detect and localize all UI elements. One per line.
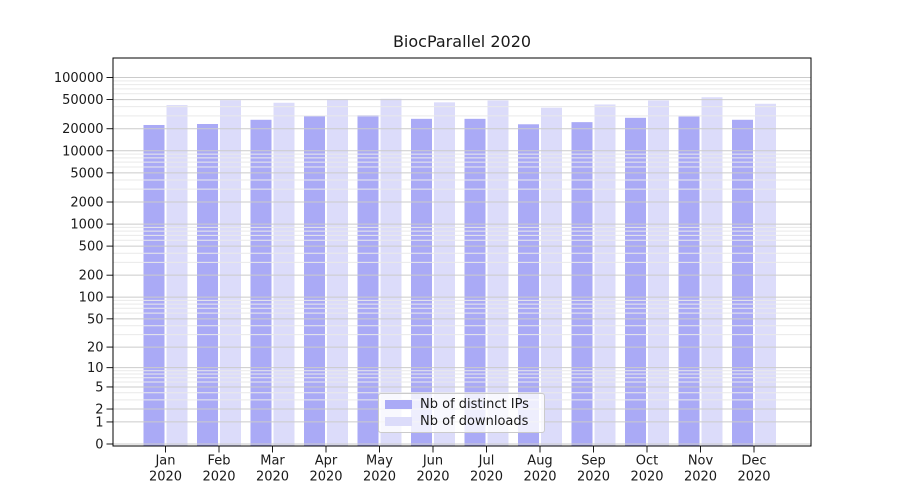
bar-distinct-ips-jan <box>143 124 165 446</box>
y-tick-label: 2 <box>95 403 103 418</box>
legend: Nb of distinct IPs Nb of downloads <box>378 393 545 433</box>
y-tick-label: 5000 <box>70 166 103 181</box>
bar-distinct-ips-sep <box>571 122 593 447</box>
bar-distinct-ips-aug <box>518 124 539 446</box>
x-tick-label-year: 2020 <box>416 470 449 485</box>
x-tick-label-year: 2020 <box>630 470 663 485</box>
x-tick-label-month: Dec <box>741 454 766 469</box>
x-tick-label-month: Nov <box>688 454 714 469</box>
bar-downloads-nov <box>701 97 723 447</box>
bar-distinct-ips-may <box>357 115 379 446</box>
bar-downloads-oct <box>648 100 669 446</box>
y-tick-label: 5 <box>95 380 103 395</box>
x-tick-label-month: Apr <box>315 454 338 469</box>
bar-downloads-feb <box>220 100 241 446</box>
x-tick-label-month: Mar <box>260 454 285 469</box>
bar-distinct-ips-nov <box>678 116 700 446</box>
x-tick-label-year: 2020 <box>363 470 396 485</box>
bar-distinct-ips-feb <box>197 124 218 446</box>
x-tick-label-month: Aug <box>527 454 552 469</box>
bar-downloads-apr <box>327 99 348 447</box>
plot-frame <box>112 57 812 447</box>
x-tick-label-year: 2020 <box>256 470 289 485</box>
y-tick-label: 0 <box>95 438 103 453</box>
y-tick-label: 50000 <box>62 93 103 108</box>
y-tick-label: 1 <box>95 415 103 430</box>
gridlines-layer <box>113 76 811 445</box>
x-tick-label-month: Feb <box>207 454 230 469</box>
y-tick-label: 500 <box>79 240 104 255</box>
x-tick-label-month: Jul <box>478 454 495 469</box>
y-tick-label: 50 <box>87 312 104 327</box>
x-tick-label-month: May <box>366 454 393 469</box>
bar-distinct-ips-jul <box>464 118 486 446</box>
legend-label-downloads: Nb of downloads <box>420 414 529 430</box>
legend-label-distinct-ips: Nb of distinct IPs <box>420 396 529 412</box>
legend-swatch-downloads <box>385 417 412 427</box>
bar-downloads-aug <box>541 107 562 446</box>
y-tick-label: 10000 <box>62 144 103 159</box>
x-tick-label-year: 2020 <box>309 470 342 485</box>
bar-downloads-jun <box>434 102 455 447</box>
axes-layer: 0 12 5 10 20 50 100 200 500 1000 2000 5000 10000 2000… <box>54 57 812 485</box>
legend-row-distinct-ips: Nb of distinct IPs <box>383 396 540 413</box>
x-tick-label-month: Sep <box>581 454 606 469</box>
y-tick-label: 20000 <box>62 122 103 137</box>
x-tick-label-year: 2020 <box>737 470 770 485</box>
x-tick-label-year: 2020 <box>577 470 610 485</box>
x-tick-label-year: 2020 <box>202 470 235 485</box>
y-tick-label: 200 <box>79 269 104 284</box>
y-tick-label: 20 <box>87 341 104 356</box>
legend-row-downloads: Nb of downloads <box>383 413 540 430</box>
y-tick-label: 10 <box>87 361 104 376</box>
x-tick-label-year: 2020 <box>684 470 717 485</box>
x-tick-label-month: Jun <box>422 454 443 469</box>
chart-title: BiocParallel 2020 <box>393 32 531 51</box>
x-tick-label-year: 2020 <box>470 470 503 485</box>
y-tick-label: 2000 <box>70 196 103 211</box>
bar-downloads-mar <box>273 102 295 446</box>
legend-swatch-distinct-ips <box>385 399 412 409</box>
x-tick-label-year: 2020 <box>149 470 182 485</box>
bar-distinct-ips-mar <box>250 119 272 447</box>
x-tick-label-month: Jan <box>154 454 175 469</box>
y-tick-label: 1000 <box>70 218 103 233</box>
bar-distinct-ips-dec <box>732 119 753 447</box>
x-tick-label-year: 2020 <box>523 470 556 485</box>
y-tick-label: 100000 <box>54 71 104 86</box>
bar-downloads-may <box>380 98 402 447</box>
bar-distinct-ips-apr <box>304 115 325 446</box>
y-tick-label: 100 <box>79 291 104 306</box>
x-tick-label-month: Oct <box>636 454 658 469</box>
bar-distinct-ips-jun <box>411 118 432 446</box>
bar-distinct-ips-oct <box>625 117 646 447</box>
bar-downloads-jul <box>487 100 509 446</box>
